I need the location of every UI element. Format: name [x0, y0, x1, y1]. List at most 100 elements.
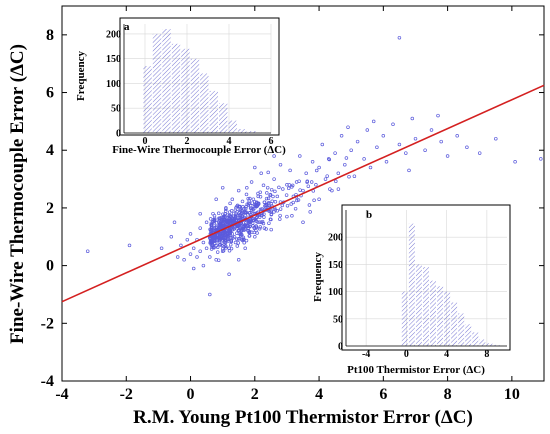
main-y-axis-label: Fine-Wire Thermocouple Error (ΔC) — [7, 44, 28, 344]
scatter-point — [215, 245, 220, 249]
y-tick-label: 0 — [46, 258, 54, 275]
scatter-point — [290, 214, 294, 218]
scatter-point — [254, 225, 259, 230]
scatter-point — [182, 258, 186, 262]
scatter-point — [264, 227, 268, 231]
histogram-bar — [408, 223, 415, 346]
scatter-point — [127, 243, 132, 248]
scatter-point — [252, 230, 257, 235]
scatter-point — [237, 224, 241, 228]
main-plot-frame — [61, 5, 545, 382]
scatter-point — [268, 192, 273, 197]
scatter-point — [191, 246, 196, 251]
scatter-point — [232, 235, 237, 239]
scatter-point — [212, 245, 216, 250]
y-tick-label: -2 — [41, 315, 54, 332]
scatter-point — [227, 214, 231, 218]
scatter-point — [325, 174, 329, 178]
scatter-point — [236, 258, 241, 262]
scatter-point — [404, 151, 408, 155]
scatter-point — [208, 255, 212, 259]
scatter-point — [253, 165, 257, 170]
scatter-point — [269, 202, 273, 206]
scatter-point — [301, 188, 305, 193]
scatter-point — [223, 241, 228, 245]
main-x-axis-label: R.M. Young Pt100 Thermistor Error (ΔC) — [133, 407, 473, 428]
scatter-point — [257, 226, 262, 231]
scatter-point — [221, 235, 226, 240]
inset-b: -4 0 4 8 0 50 100 150 200 b Pt100 Thermistor Err… — [312, 204, 511, 376]
x-tick-label: -4 — [55, 386, 68, 403]
inset-a-panel-label: a — [124, 21, 130, 33]
scatter-point — [265, 185, 270, 190]
histogram-bar — [451, 302, 458, 346]
scatter-point — [312, 198, 316, 203]
scatter-point — [235, 224, 239, 228]
scatter-point — [218, 232, 223, 236]
scatter-point — [213, 218, 217, 222]
scatter-point — [228, 230, 233, 235]
scatter-point — [220, 224, 225, 229]
scatter-point — [269, 208, 273, 213]
scatter-point — [230, 197, 235, 202]
scatter-point — [172, 220, 177, 225]
scatter-point — [223, 244, 228, 248]
scatter-point — [368, 165, 373, 170]
histogram-bar — [152, 33, 162, 133]
scatter-point — [275, 194, 280, 199]
x-tick-label: 2 — [251, 386, 259, 403]
scatter-point — [217, 216, 221, 220]
scatter-point — [212, 234, 217, 239]
x-tick-label: 6 — [379, 386, 387, 403]
scatter-point — [224, 206, 228, 210]
scatter-point — [226, 218, 230, 223]
inset-a-y-axis-label: Frequency — [75, 51, 87, 101]
scatter-point — [410, 116, 415, 121]
scatter-point — [251, 206, 255, 211]
scatter-point — [258, 207, 263, 212]
scatter-point — [262, 215, 266, 219]
scatter-point — [290, 185, 294, 189]
scatter-point — [224, 207, 228, 211]
scatter-point — [223, 209, 228, 213]
inset-x-tick-label: 4 — [444, 349, 449, 360]
scatter-point — [235, 237, 239, 241]
fit-line — [61, 84, 545, 303]
scatter-point — [85, 249, 90, 253]
x-tick-label: 0 — [187, 386, 195, 403]
scatter-point — [233, 240, 238, 245]
scatter-point — [247, 199, 251, 203]
scatter-point — [208, 217, 213, 221]
scatter-point — [371, 119, 376, 124]
scatter-point — [298, 188, 302, 192]
scatter-point — [195, 255, 199, 259]
scatter-point — [269, 227, 273, 232]
histogram-bar — [162, 29, 171, 133]
scatter-point — [413, 136, 418, 141]
scatter-point — [269, 212, 274, 217]
scatter-point — [365, 128, 370, 132]
scatter-point — [234, 205, 238, 210]
histogram-bar — [181, 48, 190, 133]
scatter-point — [439, 139, 443, 144]
scatter-point — [210, 245, 214, 250]
scatter-point — [327, 157, 332, 162]
scatter-point — [188, 232, 193, 236]
scatter-point — [381, 134, 386, 138]
scatter-point — [252, 225, 256, 230]
inset-x-tick-label: -4 — [362, 349, 370, 360]
scatter-point — [295, 198, 299, 203]
scatter-point — [243, 223, 248, 227]
scatter-point — [346, 125, 350, 129]
histogram-bar — [444, 291, 451, 346]
scatter-point — [235, 231, 239, 235]
scatter-point — [397, 35, 402, 40]
scatter-point — [268, 217, 273, 221]
inset-a: 0 2 4 6 0 50 100 150 200 a Fine-Wire Thermocoupl… — [75, 17, 286, 156]
scatter-point — [260, 219, 265, 224]
scatter-point — [242, 240, 246, 245]
scatter-point — [236, 188, 241, 193]
scatter-point — [254, 216, 258, 220]
scatter-point — [291, 200, 295, 205]
scatter-point — [271, 194, 275, 199]
